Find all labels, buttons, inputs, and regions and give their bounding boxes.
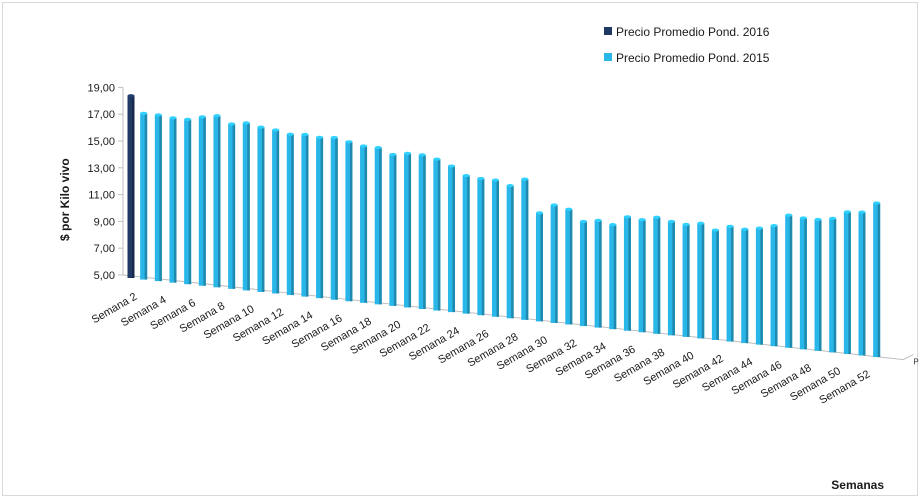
y-axis-title: $ por Kilo vivo <box>58 158 72 241</box>
bar-2015 <box>755 226 763 345</box>
bar-2015 <box>213 114 221 288</box>
bar-2015 <box>198 115 206 286</box>
bar-2015 <box>521 177 529 320</box>
bars <box>127 94 881 358</box>
bar-2015 <box>829 216 837 353</box>
bar-2015 <box>550 203 558 323</box>
bar-2015 <box>140 111 148 280</box>
bar-2015 <box>257 125 265 292</box>
bar-2015 <box>301 132 309 297</box>
y-tick-label: 11,00 <box>88 190 115 202</box>
bar-2015 <box>609 223 617 330</box>
bar-2015 <box>389 152 397 306</box>
bar-2015 <box>286 132 294 296</box>
bar-2015 <box>169 116 177 283</box>
bar-2015 <box>579 219 587 327</box>
depth-axis-label: Precio... <box>913 358 919 367</box>
bar-2015 <box>726 224 734 342</box>
bar-2015 <box>272 128 280 294</box>
plot-area <box>122 87 914 361</box>
bar-2015 <box>667 219 675 336</box>
bar-2015 <box>360 144 368 303</box>
bar-2015 <box>506 184 514 319</box>
bar-2015 <box>535 211 543 322</box>
bar-2015 <box>404 151 412 308</box>
legend-swatch-2015 <box>604 53 612 61</box>
bar-2015 <box>228 122 236 289</box>
y-tick-label: 19,00 <box>87 82 115 94</box>
y-axis: 5,00 7,00 9,00 11,00 13,00 15,00 17,00 19,00 <box>87 82 123 282</box>
y-tick-label: 9,00 <box>94 216 115 228</box>
y-tick-label: 15,00 <box>87 136 115 148</box>
legend-label-2016: Precio Promedio Pond. 2016 <box>616 25 770 39</box>
bar-2015 <box>638 218 646 333</box>
bar-2015 <box>374 145 382 305</box>
bar-2015 <box>858 210 866 356</box>
bar-2015 <box>799 216 807 350</box>
y-tick-label: 7,00 <box>94 243 115 255</box>
legend-label-2015: Precio Promedio Pond. 2015 <box>616 51 770 65</box>
bar-2015 <box>477 176 485 316</box>
bar-2015 <box>770 224 778 347</box>
bar-2015 <box>462 174 470 314</box>
bar-2015 <box>873 201 881 358</box>
chart-svg: Precio Promedio Pond. 2016 Precio Promed… <box>58 25 919 492</box>
bar-2015 <box>623 215 631 331</box>
bar-2015 <box>330 135 338 300</box>
floor-edge <box>122 274 914 361</box>
bar-2015 <box>843 210 851 354</box>
bar-2015 <box>242 121 250 291</box>
bar-2015 <box>316 135 324 299</box>
bar-2015 <box>418 153 426 309</box>
bar-2015 <box>565 207 573 325</box>
legend: Precio Promedio Pond. 2016 Precio Promed… <box>604 25 770 65</box>
bar-2015 <box>697 221 705 339</box>
bar-2015 <box>154 113 162 282</box>
bar-2015 <box>433 157 441 311</box>
bar-2015 <box>653 215 661 334</box>
bar-2015 <box>594 218 602 328</box>
x-axis-title: Semanas <box>831 478 884 492</box>
bar-2015 <box>184 117 192 285</box>
bar-2016 <box>127 94 135 278</box>
bar-2015 <box>492 178 499 317</box>
bar-2015 <box>448 164 456 313</box>
y-tick-label: 17,00 <box>87 109 115 121</box>
y-tick-label: 5,00 <box>94 270 115 282</box>
bar-2015 <box>785 213 793 348</box>
bar-2015 <box>741 227 749 344</box>
bar-2015 <box>682 222 690 337</box>
bar-2015 <box>711 228 719 340</box>
y-tick-label: 13,00 <box>87 163 115 175</box>
bar-2015 <box>345 140 353 302</box>
bar-2015 <box>814 217 822 351</box>
legend-swatch-2016 <box>604 27 612 35</box>
